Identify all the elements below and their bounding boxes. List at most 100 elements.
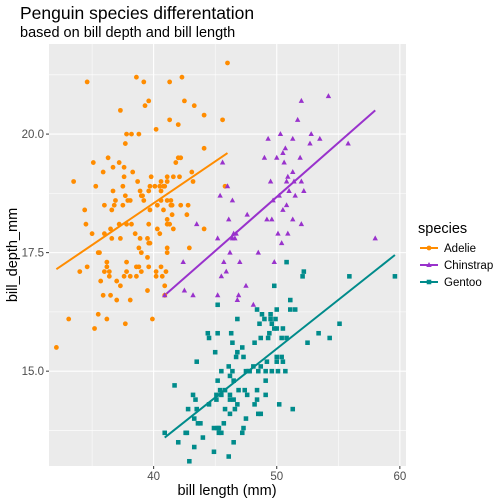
gentoo-point [258,335,264,341]
gentoo-point [191,444,197,450]
gentoo-point [255,368,261,374]
gentoo-point [235,402,240,407]
gentoo-point [221,421,227,426]
gentoo-point [230,340,235,345]
gentoo-point [206,335,212,341]
gentoo-point [227,373,233,379]
adelie-point [170,226,176,232]
adelie-point [122,141,128,146]
gentoo-point [187,458,192,464]
gentoo-point [274,359,280,364]
adelie-point [138,250,144,256]
adelie-point [186,245,192,251]
chinstrap-point [283,202,290,208]
chart-subtitle: based on bill depth and bill length [20,25,235,41]
gentoo-point [214,397,219,402]
adelie-point [167,79,173,85]
adelie-point [140,193,145,199]
chinstrap-point [285,230,291,236]
chinstrap-point [278,240,285,246]
adelie-point [162,183,168,189]
adelie-point [164,174,170,180]
gentoo-point [263,368,268,374]
gentoo-point [227,397,233,402]
chinstrap-point [214,292,221,298]
chinstrap-point [226,216,232,222]
adelie-point [116,160,122,165]
adelie-point [147,183,153,189]
y-tick-label: 17.5 [22,248,44,260]
chinstrap-point [269,216,275,222]
adelie-point [122,321,128,327]
adelie-point [189,169,195,175]
gentoo-point [268,311,273,317]
chinstrap-point [276,192,282,198]
adelie-point [146,221,152,227]
adelie-point [100,292,106,298]
y-axis: 15.0 17.5 20.0 [22,129,49,378]
chinstrap-point [297,154,303,160]
adelie-point [158,198,164,203]
chinstrap-point [233,230,239,236]
chinstrap-point [290,135,296,141]
y-tick-label: 15.0 [22,366,44,378]
gentoo-point [268,316,273,322]
y-axis-title: bill_depth_mm [5,208,21,302]
gentoo-point [255,411,261,417]
x-axis-title: bill length (mm) [177,483,276,499]
gentoo-point [231,378,236,383]
chinstrap-point [232,235,238,241]
adelie-point [161,207,166,213]
gentoo-point [264,359,270,364]
gentoo-point [269,321,275,327]
gentoo-point [191,416,197,421]
adelie-point [153,126,159,132]
gentoo-point [219,392,224,398]
chinstrap-point [301,187,307,193]
adelie-point [114,278,120,284]
adelie-point [134,74,139,80]
chinstrap-point [217,192,223,198]
chinstrap-point [290,169,296,174]
chinstrap-point [214,235,221,241]
adelie-point [108,292,113,298]
adelie-point [132,231,138,237]
gentoo-point [247,368,252,374]
gentoo-point [226,364,232,369]
adelie-point [146,98,152,104]
gentoo-point [233,354,239,360]
adelie-point [110,164,116,170]
gentoo-point [274,326,280,331]
adelie-point [100,169,106,175]
chinstrap-point [285,173,291,179]
gentoo-point [244,392,250,398]
adelie-point [134,273,139,279]
gentoo-point [236,387,241,393]
gentoo-point [226,454,232,459]
gentoo-point [269,368,275,374]
gentoo-point [227,392,233,398]
chinstrap-point [221,259,227,265]
adelie-point [130,169,136,175]
adelie-point [53,345,59,350]
adelie-point [141,198,147,203]
gentoo-point [327,335,332,341]
adelie-point [220,117,225,123]
gentoo-point [227,411,233,417]
chinstrap-point [277,131,284,137]
adelie-point [153,273,159,279]
adelie-point [82,207,88,213]
gentoo-point [316,330,321,336]
chinstrap-point [243,282,249,288]
adelie-point [77,269,83,274]
gentoo-point [279,335,284,341]
gentoo-point [259,311,265,317]
gentoo-point [185,406,191,412]
chinstrap-point [190,292,196,298]
chinstrap-point [290,216,296,222]
gentoo-point [205,330,211,336]
gentoo-point [228,330,234,336]
x-tick-label: 40 [147,471,160,483]
gentoo-point [284,259,289,265]
gentoo-point [219,368,224,374]
